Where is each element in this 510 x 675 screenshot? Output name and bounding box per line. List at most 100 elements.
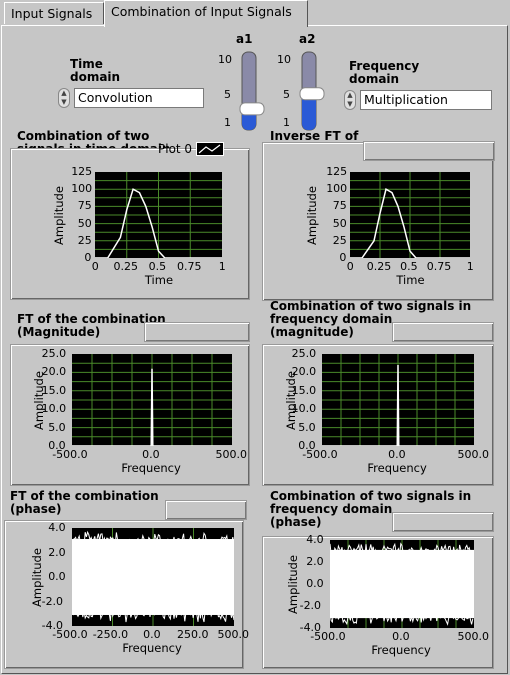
series-line [322, 365, 474, 446]
y-tick-label: 25.0 [41, 347, 67, 360]
y-tick-label: 2.0 [48, 545, 66, 559]
x-tick-label: 0.5 [148, 260, 167, 273]
y-tick-label: 4.0 [48, 521, 66, 534]
y-tick-label: 75 [77, 199, 92, 213]
y-tick-label: 100 [71, 182, 93, 196]
x-tick-label: 0.0 [142, 448, 160, 461]
chart-4-legend-box [165, 500, 247, 520]
slider-a2-label: a2 [299, 32, 316, 46]
series-line-lower [330, 608, 474, 626]
chart-4-title: FT of the combination (phase) [10, 489, 159, 516]
chart-4-plot[interactable] [72, 528, 234, 626]
x-tick-label: 0.0 [392, 630, 410, 643]
y-tick-label: 10.0 [41, 402, 67, 416]
x-tick-label: -500.0 [52, 448, 88, 461]
y-axis-title: Amplitude [32, 371, 46, 430]
x-tick-label: 500.0 [457, 630, 490, 643]
x-tick-label: -500.0 [310, 630, 346, 643]
y-tick-label: 100 [326, 182, 348, 196]
y-axis-title: Amplitude [286, 555, 300, 614]
y-tick-label: 5.0 [298, 420, 316, 434]
chart-1-plot[interactable] [350, 172, 470, 258]
y-tick-label: 15.0 [291, 383, 317, 397]
y-axis-title: Amplitude [52, 186, 66, 245]
x-axis-title: Frequency [121, 461, 181, 475]
y-tick-label: 0.0 [48, 570, 66, 583]
slider-a1-tick: 5 [224, 88, 231, 101]
x-tick-label: 500.0 [217, 628, 250, 641]
x-axis-title: Time [144, 273, 174, 287]
tab-combination-of-input-signals[interactable]: Combination of Input Signals [104, 0, 308, 27]
y-tick-label: 75 [332, 199, 347, 213]
chart-5-plot[interactable] [330, 540, 474, 628]
x-tick-label: 0.75 [426, 260, 452, 273]
y-tick-label: -2.0 [299, 599, 322, 612]
tab-bar: Input Signals Combination of Input Signa… [0, 0, 510, 27]
time-domain-value[interactable]: Convolution [74, 88, 204, 108]
x-tick-label: 0.0 [143, 628, 161, 641]
y-tick-label: 125 [326, 165, 348, 178]
chart-5-legend-box [392, 512, 494, 532]
y-tick-label: 25 [77, 233, 92, 247]
chart-3-plot[interactable] [322, 354, 474, 446]
y-tick-label: 25.0 [291, 347, 317, 360]
y-tick-label: 2.0 [306, 555, 324, 568]
x-tick-label: -250.0 [92, 628, 129, 641]
y-tick-label: 25 [332, 233, 347, 247]
chart-1-legend-box [363, 141, 495, 161]
y-tick-label: -4.0 [41, 619, 64, 632]
series-line [350, 188, 470, 258]
y-axis-title: Amplitude [305, 186, 319, 245]
y-axis-title: Amplitude [30, 548, 44, 607]
series-line [72, 368, 232, 446]
chart-0-plot-legend[interactable]: Plot 0 [158, 142, 225, 156]
slider-a2-tick: 5 [283, 88, 290, 101]
y-tick-label: 10.0 [291, 402, 317, 416]
frequency-domain-label: Frequency domain [349, 59, 420, 86]
phase-band-fill [330, 549, 474, 619]
chart-2-plot[interactable] [72, 354, 232, 446]
x-tick-label: 1 [218, 260, 226, 273]
y-axis-title: Amplitude [284, 371, 298, 430]
y-tick-label: 4.0 [306, 533, 324, 546]
x-tick-label: 0 [346, 260, 354, 273]
tab-input-signals[interactable]: Input Signals [4, 2, 104, 24]
time-domain-label: Time domain [70, 57, 121, 84]
x-tick-label: 0.5 [400, 260, 418, 273]
time-domain-selector[interactable]: ▲ ▼ Convolution [58, 87, 204, 109]
slider-a1-label: a1 [236, 32, 253, 46]
y-tick-label: 0.0 [298, 439, 316, 452]
chart-5-title: Combination of two signals in frequency … [270, 489, 472, 529]
y-tick-label: 50 [332, 216, 347, 230]
ring-arrows-icon[interactable]: ▲ ▼ [58, 88, 70, 108]
phase-band-fill [72, 539, 234, 615]
y-tick-label: -2.0 [41, 594, 64, 608]
x-tick-label: -500.0 [52, 628, 88, 641]
x-tick-label: 500.0 [215, 448, 248, 461]
frequency-domain-value[interactable]: Multiplication [360, 90, 492, 110]
x-axis-title: Frequency [367, 461, 427, 475]
y-tick-label: 20.0 [291, 365, 317, 379]
x-tick-label: 0.0 [388, 448, 406, 461]
y-tick-label: 0 [339, 251, 347, 264]
x-tick-label: 0 [91, 260, 99, 273]
x-axis-title: Frequency [371, 643, 431, 657]
y-tick-label: 15.0 [41, 383, 67, 397]
x-axis-title: Time [396, 273, 425, 287]
x-tick-label: 1 [466, 260, 474, 273]
x-axis-title: Frequency [122, 641, 182, 655]
y-tick-label: 5.0 [48, 420, 66, 434]
series-line-lower [72, 604, 234, 623]
y-tick-label: 125 [71, 165, 93, 178]
x-tick-label: 0.75 [177, 260, 202, 273]
x-tick-label: 0.25 [113, 260, 139, 273]
x-tick-label: 500.0 [457, 448, 490, 461]
slider-a2-tick: 1 [283, 116, 290, 129]
frequency-domain-selector[interactable]: ▲ ▼ Multiplication [344, 89, 492, 111]
slider-a2-tick: 10 [277, 53, 291, 66]
ring-arrows-icon[interactable]: ▲ ▼ [344, 90, 356, 110]
chart-3-legend-box [392, 322, 494, 342]
slider-a2[interactable] [298, 50, 328, 132]
chart-0-plot[interactable] [95, 172, 222, 258]
slider-a1[interactable] [238, 50, 268, 132]
